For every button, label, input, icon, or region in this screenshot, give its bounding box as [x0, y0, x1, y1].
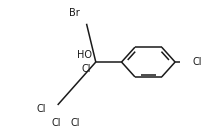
Text: Cl: Cl [70, 118, 80, 128]
Text: Cl: Cl [193, 57, 202, 67]
Text: Br: Br [69, 8, 80, 18]
Text: HO: HO [77, 50, 92, 60]
Text: Cl: Cl [51, 118, 61, 128]
Text: Cl: Cl [37, 104, 46, 114]
Text: Cl: Cl [81, 64, 91, 74]
